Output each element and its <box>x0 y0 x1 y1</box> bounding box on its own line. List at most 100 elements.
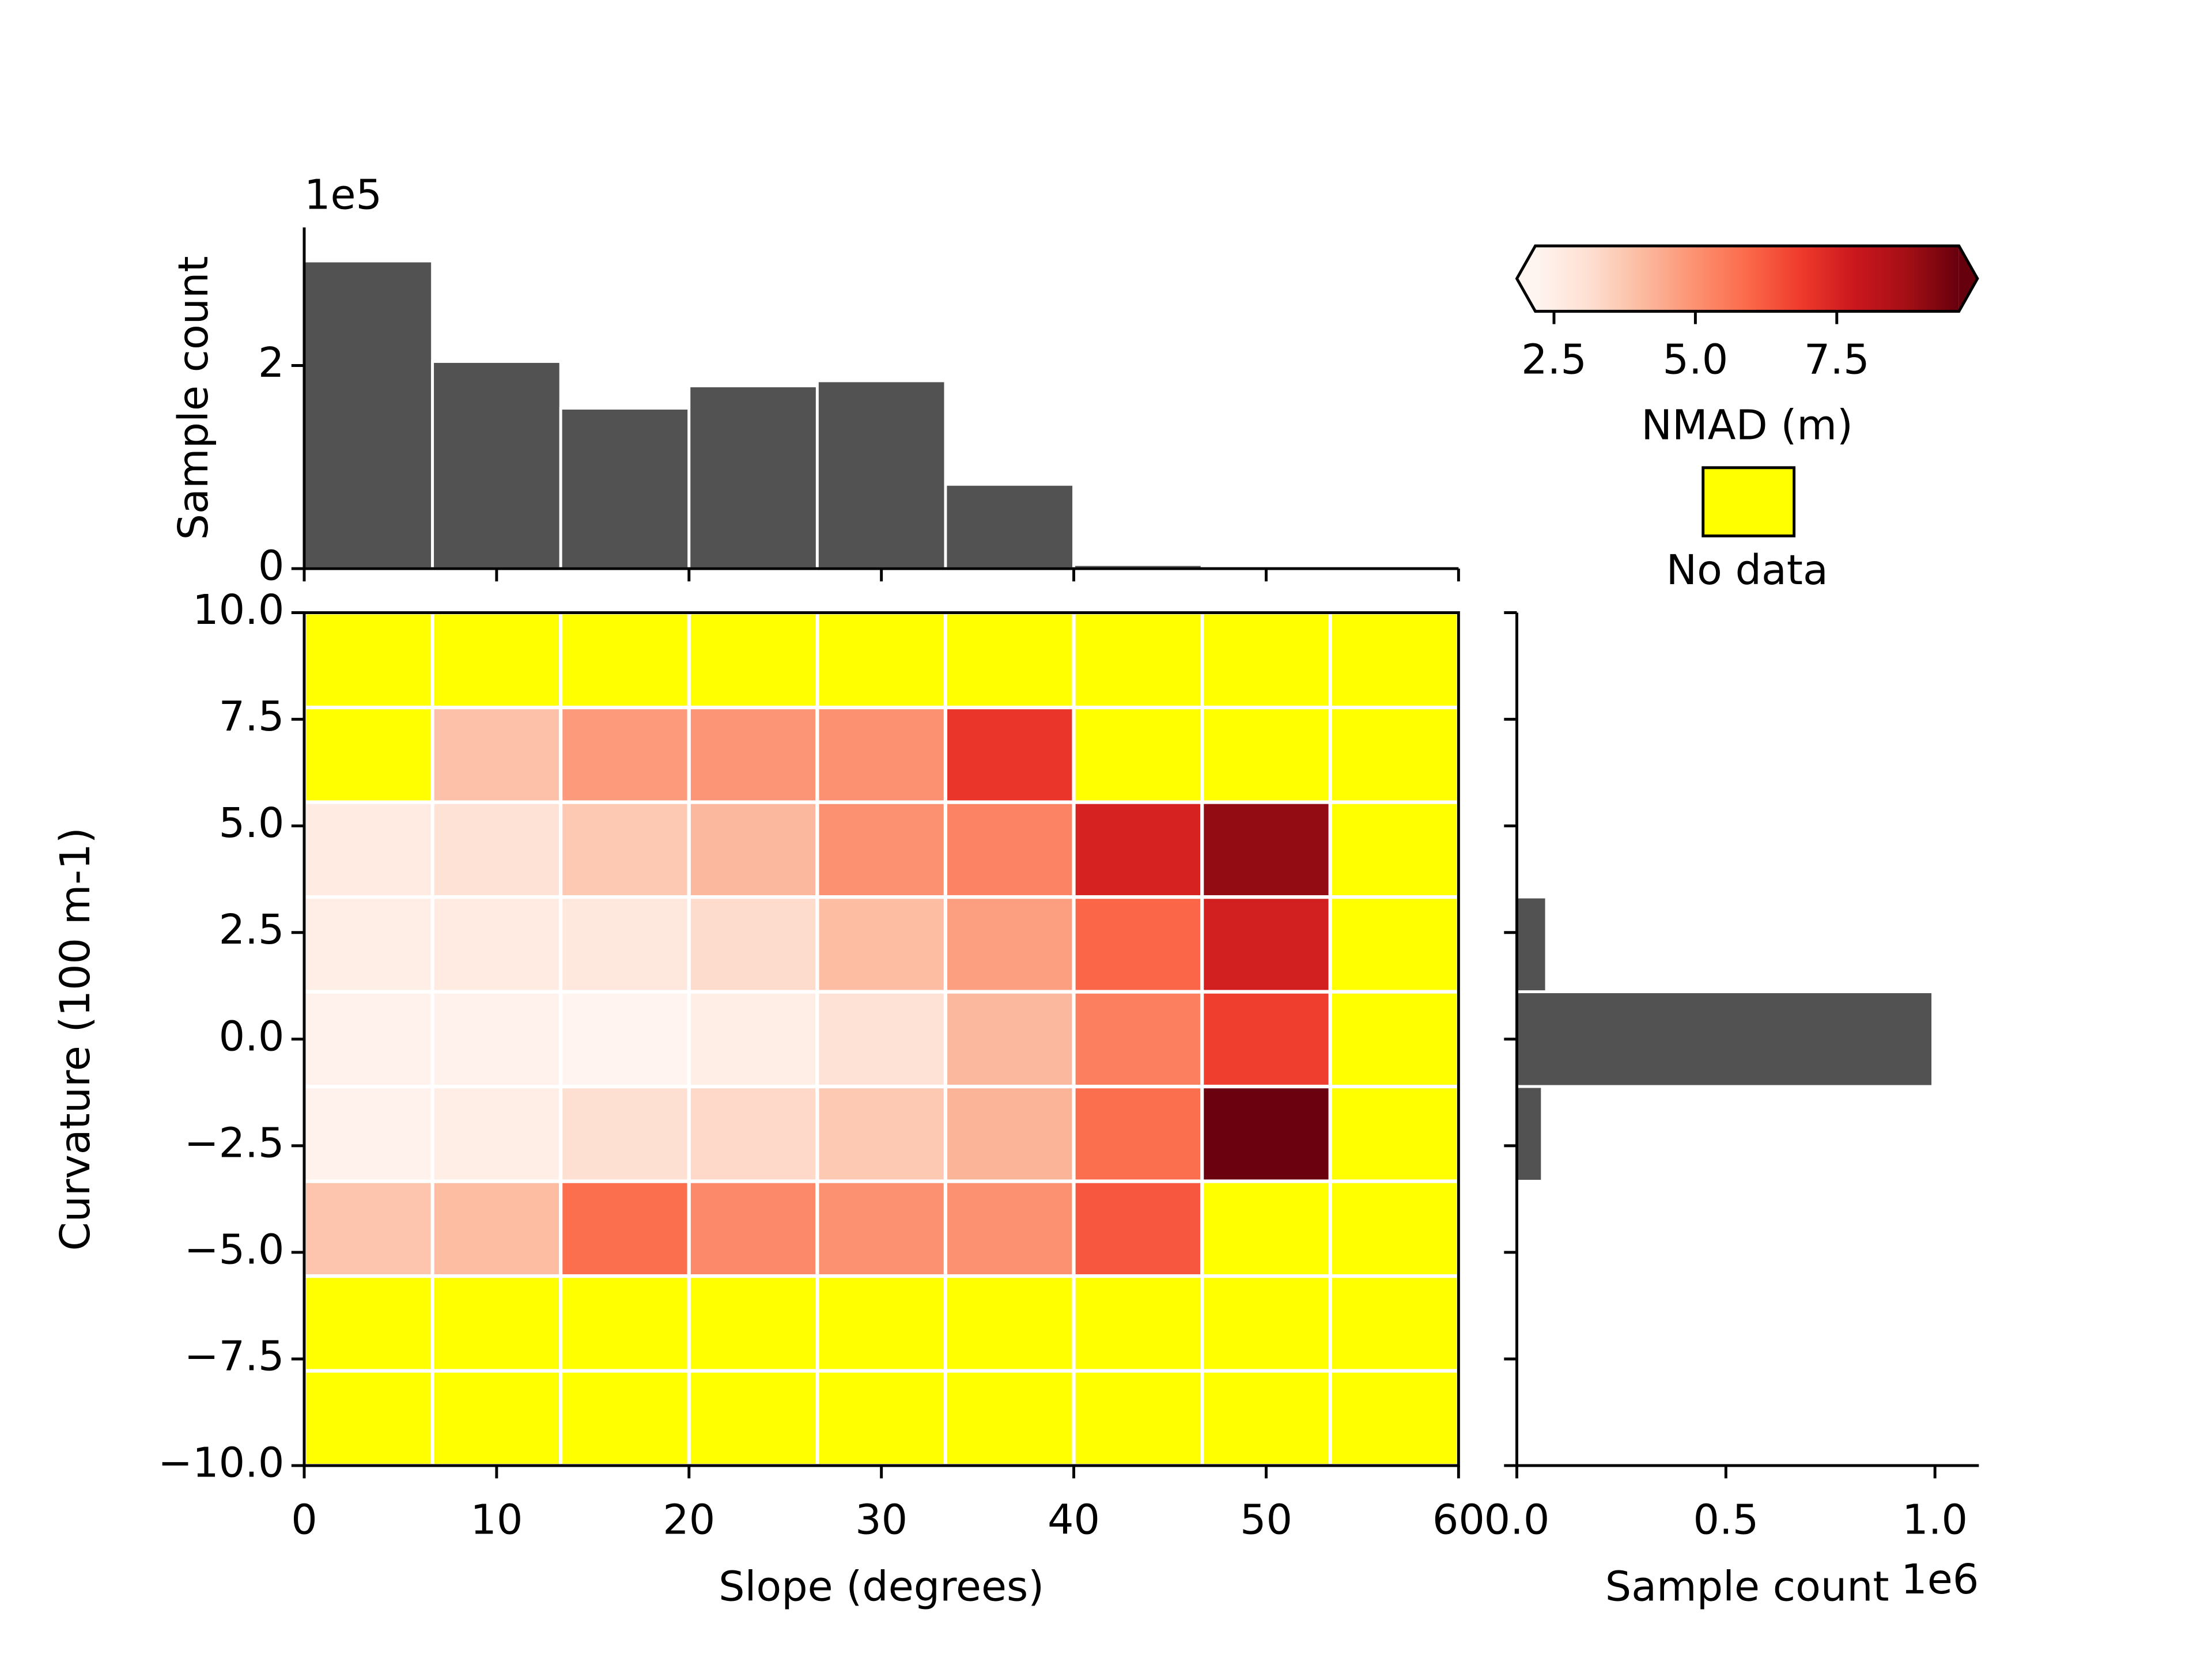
nodata-cell <box>943 611 1076 710</box>
y-axis-label: Curvature (100 m-1) <box>51 827 99 1251</box>
hist-bar <box>687 384 819 570</box>
heat-cell <box>1072 895 1204 994</box>
heat-cell <box>687 990 819 1089</box>
heat-cell <box>1072 1179 1204 1278</box>
heat-cell <box>943 990 1076 1089</box>
y-axis-label: Sample count <box>169 256 217 540</box>
heat-cell <box>1200 1084 1332 1183</box>
heat-cell <box>302 895 434 994</box>
y-tick-label: 0.0 <box>219 1012 285 1060</box>
colorbar-extend-high <box>1958 245 1977 312</box>
nodata-cell <box>687 1369 819 1468</box>
heat-cell <box>430 800 563 899</box>
colorbar-tick-label: 7.5 <box>1804 336 1870 384</box>
heat-cell <box>687 1179 819 1278</box>
hist-bar <box>559 407 691 570</box>
nodata-cell <box>1328 895 1461 994</box>
heat-cell <box>687 800 819 899</box>
heat-cell <box>943 1179 1076 1278</box>
nodata-cell <box>1200 705 1332 804</box>
colorbar <box>1535 245 1959 312</box>
x-tick-label: 0 <box>291 1495 317 1543</box>
heat-cell <box>1072 800 1204 899</box>
heat-cell <box>687 705 819 804</box>
x-tick-label: 0.5 <box>1693 1495 1759 1543</box>
y-tick-label: 2.5 <box>219 906 285 953</box>
nodata-cell <box>302 1274 434 1373</box>
heat-cell <box>559 800 691 899</box>
heat-cell <box>815 1179 948 1278</box>
nodata-cell <box>302 1369 434 1468</box>
colorbar-extend-low <box>1517 245 1536 312</box>
heat-cell <box>815 1084 948 1183</box>
colorbar-outline <box>1515 244 1979 313</box>
hist-bar <box>815 379 947 570</box>
nodata-cell <box>1328 1274 1461 1373</box>
nodata-cell <box>943 1274 1076 1373</box>
x-axis-label: Sample count <box>1605 1562 1889 1610</box>
y-tick-label: 5.0 <box>219 799 285 847</box>
y-tick-label: 7.5 <box>219 692 285 740</box>
nodata-cell <box>1328 800 1461 899</box>
hist-bar <box>431 360 562 570</box>
heat-cell <box>559 705 691 804</box>
heat-cell <box>430 895 563 994</box>
nodata-swatch <box>1701 466 1796 537</box>
heat-cell <box>430 1179 563 1278</box>
nodata-cell <box>1328 705 1461 804</box>
heat-cell <box>302 1084 434 1183</box>
heat-cell <box>430 990 563 1089</box>
heat-cell <box>943 895 1076 994</box>
nodata-cell <box>1328 1179 1461 1278</box>
heat-cell <box>815 990 948 1089</box>
x-tick-label: 40 <box>1048 1495 1100 1543</box>
y-tick-label: 0 <box>258 542 285 590</box>
nodata-cell <box>943 1369 1076 1468</box>
x-tick-label: 30 <box>855 1495 908 1543</box>
nodata-cell <box>815 1369 948 1468</box>
x-tick-label: 50 <box>1240 1495 1292 1543</box>
nodata-cell <box>1072 1369 1204 1468</box>
heat-cell <box>302 990 434 1089</box>
nodata-cell <box>1328 611 1461 710</box>
heat-cell <box>559 895 691 994</box>
colorbar-tick-label: 5.0 <box>1663 336 1729 384</box>
nodata-cell <box>1328 990 1461 1089</box>
heat-cell <box>302 1179 434 1278</box>
x-tick-label: 1.0 <box>1902 1495 1968 1543</box>
heat-cell <box>815 800 948 899</box>
nodata-cell <box>430 1274 563 1373</box>
nodata-cell <box>1200 611 1332 710</box>
nodata-cell <box>1200 1274 1332 1373</box>
heat-cell <box>687 895 819 994</box>
offset-label: 1e5 <box>304 171 382 219</box>
y-tick-label: −10.0 <box>158 1439 284 1487</box>
nodata-cell <box>1072 1274 1204 1373</box>
nodata-cell <box>1200 1369 1332 1468</box>
heat-cell <box>815 705 948 804</box>
y-tick-label: 2 <box>258 339 285 387</box>
heat-cell <box>1200 990 1332 1089</box>
heat-cell <box>1072 1084 1204 1183</box>
y-tick-label: −2.5 <box>184 1119 285 1167</box>
hist-bar <box>1515 895 1548 994</box>
x-tick-label: 0.0 <box>1484 1495 1550 1543</box>
heat-cell <box>943 705 1076 804</box>
nodata-cell <box>687 611 819 710</box>
offset-label: 1e6 <box>1901 1555 1979 1603</box>
heat-cell <box>559 990 691 1089</box>
nodata-cell <box>687 1274 819 1373</box>
heat-cell <box>1200 800 1332 899</box>
nodata-cell <box>430 611 563 710</box>
heat-cell <box>687 1084 819 1183</box>
heat-cell <box>943 800 1076 899</box>
nodata-cell <box>430 1369 563 1468</box>
nodata-cell <box>1200 1179 1332 1278</box>
heat-cell <box>815 895 948 994</box>
heat-cell <box>943 1084 1076 1183</box>
nodata-cell <box>559 1369 691 1468</box>
nodata-cell <box>302 705 434 804</box>
heat-cell <box>1200 895 1332 994</box>
nodata-cell <box>1072 705 1204 804</box>
